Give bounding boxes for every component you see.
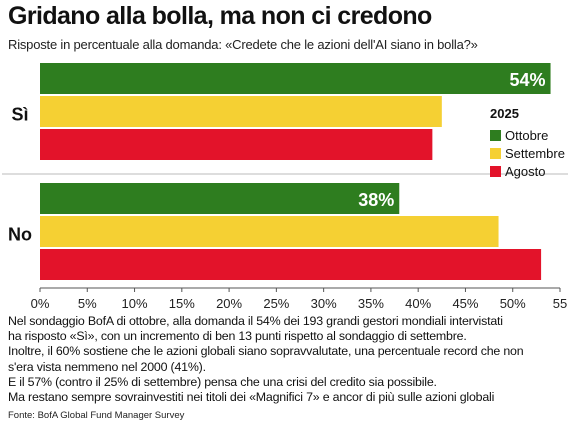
category-label: Sì [11,105,28,125]
x-tick-label: 10% [122,296,148,311]
legend-swatch-agosto [490,166,501,177]
x-tick-label: 45% [452,296,478,311]
legend-label-agosto: Agosto [505,164,545,179]
x-tick-label: 50% [500,296,526,311]
note-line: E il 57% (contro il 25% di settembre) pe… [8,374,437,389]
note-line: s'era vista nemmeno nel 2000 (41%). [8,359,206,374]
bar-settembre-no [40,216,499,247]
x-tick-label: 55 [553,296,567,311]
x-tick-label: 0% [31,296,50,311]
legend-label-settembre: Settembre [505,146,565,161]
bar-agosto-si [40,129,433,160]
note-line: Inoltre, il 60% sostiene che le azioni g… [8,344,524,359]
x-tick-label: 30% [311,296,337,311]
x-tick-label: 15% [169,296,195,311]
legend-label-ottobre: Ottobre [505,128,548,143]
x-tick-label: 35% [358,296,384,311]
bar-settembre-si [40,96,442,127]
x-tick-label: 40% [405,296,431,311]
note-line: Ma restano sempre sovrainvestiti nei tit… [8,390,495,405]
chart-title: Gridano alla bolla, ma non ci credono [8,2,432,30]
bar-ottobre-no [40,183,400,214]
legend-swatch-settembre [490,148,501,159]
data-label: 54% [510,70,546,90]
chart-subtitle: Risposte in percentuale alla domanda: «C… [8,37,478,52]
notes-block: Nel sondaggio BofA di ottobre, alla doma… [8,314,568,405]
category-label: No [8,225,32,245]
bar-agosto-no [40,249,542,280]
legend-title: 2025 [490,106,519,121]
note-line: Nel sondaggio BofA di ottobre, alla doma… [8,314,503,328]
legend-swatch-ottobre [490,130,501,141]
x-tick-label: 5% [78,296,97,311]
data-label: 38% [358,190,394,210]
bar-chart: Sì 54% No 38% 0% 5% 10% 15% 20% 25% 30% 35% 40% 45% 50… [2,63,568,311]
x-tick-label: 20% [216,296,242,311]
bar-ottobre-si [40,63,551,94]
source-note: Fonte: BofA Global Fund Manager Survey [8,410,185,421]
note-line: ha risposto «Sì», con un incremento di b… [8,329,467,344]
x-tick-label: 25% [263,296,289,311]
